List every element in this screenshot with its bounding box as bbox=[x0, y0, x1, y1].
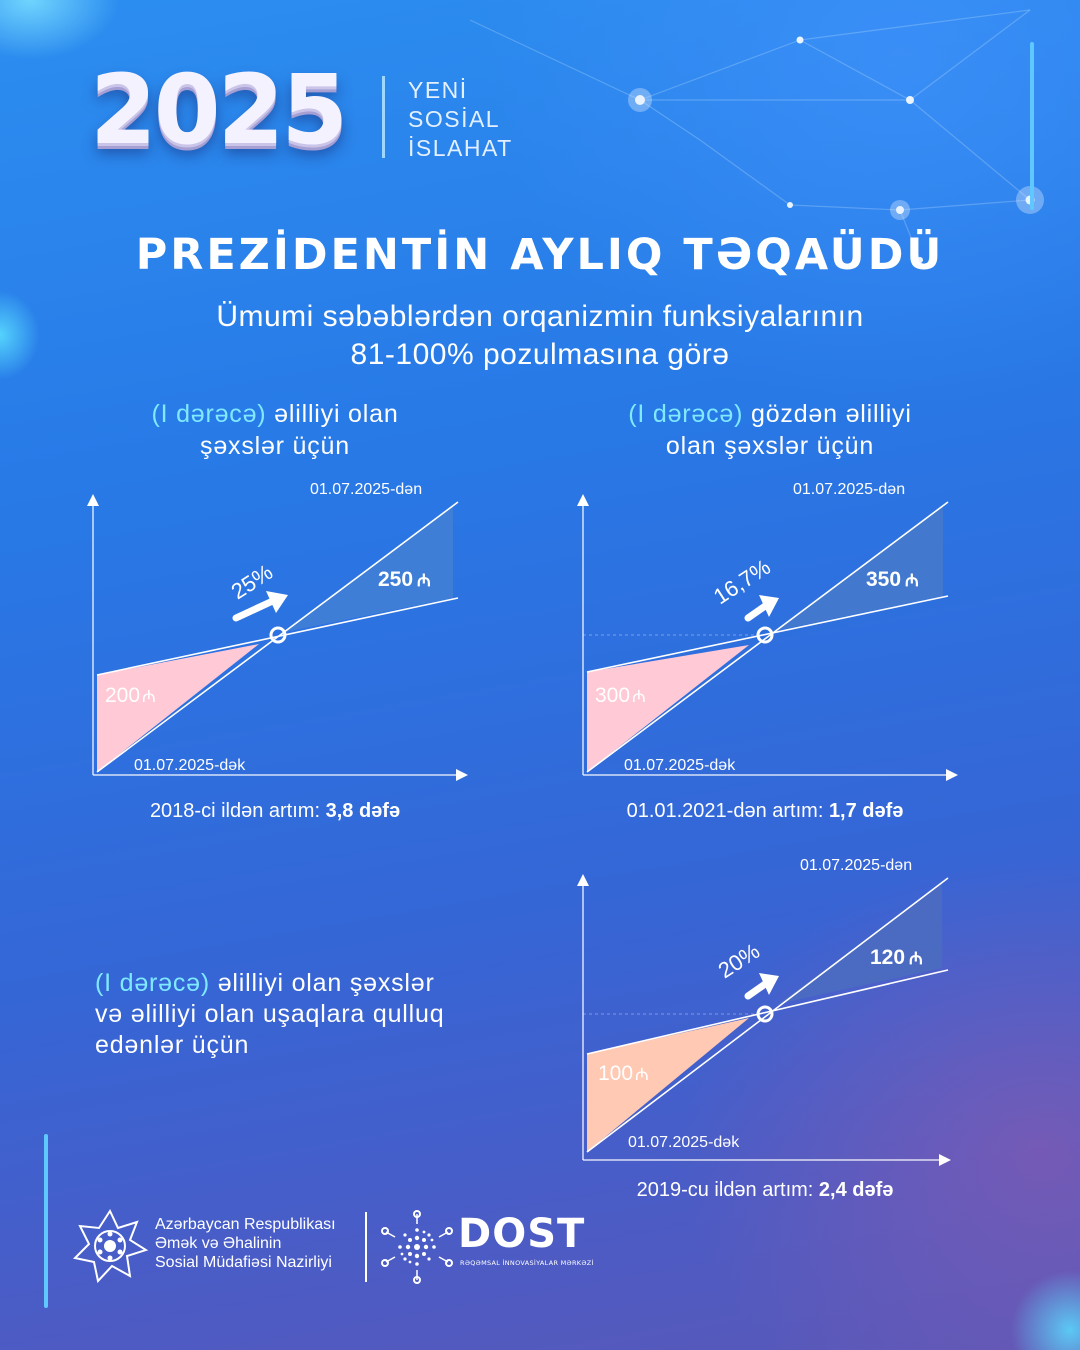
dost-title: DOST bbox=[458, 1211, 586, 1257]
intersection-marker bbox=[756, 1005, 774, 1023]
trend-line bbox=[586, 877, 949, 1153]
section-label: (I dərəcə) əlilliyi olan şəxslər və əlil… bbox=[95, 968, 555, 1061]
old-value-label: 100 ₼ bbox=[598, 1062, 649, 1085]
old-value-label: 300 ₼ bbox=[595, 684, 646, 707]
page-title: PREZİDENTİN AYLIQ TƏQAÜDÜ bbox=[135, 230, 945, 280]
arrow-icon bbox=[232, 595, 281, 622]
growth-note: 2018-ci ildən artım: 3,8 dəfə bbox=[149, 800, 401, 822]
old-value-label: 200 ₼ bbox=[105, 684, 156, 707]
degree-highlight: (I dərəcə) bbox=[95, 969, 210, 997]
growth-chart: 16,7% 01.07.2025-dən 01.07.2025-dək 300 ₼… bbox=[577, 481, 958, 781]
dost-subtitle: RƏQƏMSAL İNNOVASİYALAR MƏRKƏZİ bbox=[460, 1259, 594, 1267]
growth-note: 2019-cu ildən artım: 2,4 dəfə bbox=[636, 1179, 894, 1201]
degree-highlight: (I dərəcə) bbox=[628, 400, 744, 428]
growth-value: 2,4 dəfə bbox=[818, 1179, 894, 1201]
header-divider bbox=[382, 76, 385, 158]
new-value-label: 350 ₼ bbox=[866, 568, 919, 591]
trend-line bbox=[586, 595, 949, 673]
dost-logo-icon bbox=[381, 1210, 453, 1284]
label-text: olan şəxslər üçün bbox=[665, 432, 875, 460]
growth-note: 01.01.2021-dən artım: 1,7 dəfə bbox=[626, 800, 904, 822]
date-until-label: 01.07.2025-dək bbox=[628, 1134, 740, 1151]
section-label: (I dərəcə) əlilliyi olan şəxslər üçün bbox=[90, 398, 460, 462]
accent-bar bbox=[44, 1134, 48, 1308]
arrow-icon bbox=[759, 973, 779, 995]
date-from-label: 01.07.2025-dən bbox=[800, 857, 912, 874]
arrow-icon bbox=[266, 591, 288, 613]
trend-line bbox=[586, 969, 949, 1055]
trend-line bbox=[96, 597, 459, 676]
trend-line bbox=[586, 501, 949, 773]
percent-label: 20% bbox=[714, 938, 765, 983]
growth-chart: 20% 01.07.2025-dən 01.07.2025-dək 100 ₼ 1… bbox=[577, 857, 951, 1166]
intersection-marker bbox=[756, 626, 774, 644]
date-until-label: 01.07.2025-dək bbox=[624, 757, 736, 774]
ministry-name: Azərbaycan Respublikası Əmək və Əhalinin… bbox=[155, 1216, 336, 1271]
old-value-area bbox=[587, 645, 749, 772]
new-value-label: 250 ₼ bbox=[378, 568, 431, 591]
label-text: əlilliyi olan bbox=[266, 400, 399, 428]
intersection-marker bbox=[269, 626, 287, 644]
section-label: (I dərəcə) gözdən əlilliyi olan şəxslər … bbox=[580, 398, 960, 462]
page-subtitle: Ümumi səbəblərdən orqanizmin funksiyalar… bbox=[0, 298, 1080, 374]
slogan-line: YENİ bbox=[408, 77, 468, 103]
label-text: şəxslər üçün bbox=[200, 432, 350, 460]
year-logo: 2025 bbox=[90, 54, 348, 166]
new-value-label: 120 ₼ bbox=[870, 946, 923, 969]
label-text: edənlər üçün bbox=[95, 1031, 250, 1059]
growth-chart: 25% 01.07.2025-dən 01.07.2025-dək 200 ₼ 2… bbox=[87, 481, 468, 781]
date-until-label: 01.07.2025-dək bbox=[134, 757, 246, 774]
growth-value: 3,8 dəfə bbox=[325, 800, 401, 822]
arrow-icon bbox=[759, 595, 779, 617]
slogan-line: İSLAHAT bbox=[408, 135, 513, 161]
degree-highlight: (I dərəcə) bbox=[151, 400, 267, 428]
date-from-label: 01.07.2025-dən bbox=[310, 481, 422, 498]
label-text: gözdən əlilliyi bbox=[743, 400, 912, 428]
old-value-area bbox=[97, 644, 259, 772]
subtitle-line: 81-100% pozulmasına görə bbox=[350, 338, 730, 371]
slogan-line: SOSİAL bbox=[408, 106, 501, 132]
label-text: əlilliyi olan şəxslər bbox=[209, 969, 435, 997]
growth-value: 1,7 dəfə bbox=[828, 800, 904, 822]
date-from-label: 01.07.2025-dən bbox=[793, 481, 905, 498]
ministry-emblem-icon bbox=[72, 1208, 148, 1284]
slogan: YENİ SOSİAL İSLAHAT bbox=[408, 76, 513, 163]
footer-divider bbox=[365, 1212, 367, 1282]
subtitle-line: Ümumi səbəblərdən orqanizmin funksiyalar… bbox=[216, 300, 864, 333]
accent-bar bbox=[1030, 42, 1034, 210]
label-text: və əlilliyi olan uşaqlara qulluq bbox=[95, 1000, 445, 1028]
old-value-area bbox=[587, 1018, 749, 1152]
